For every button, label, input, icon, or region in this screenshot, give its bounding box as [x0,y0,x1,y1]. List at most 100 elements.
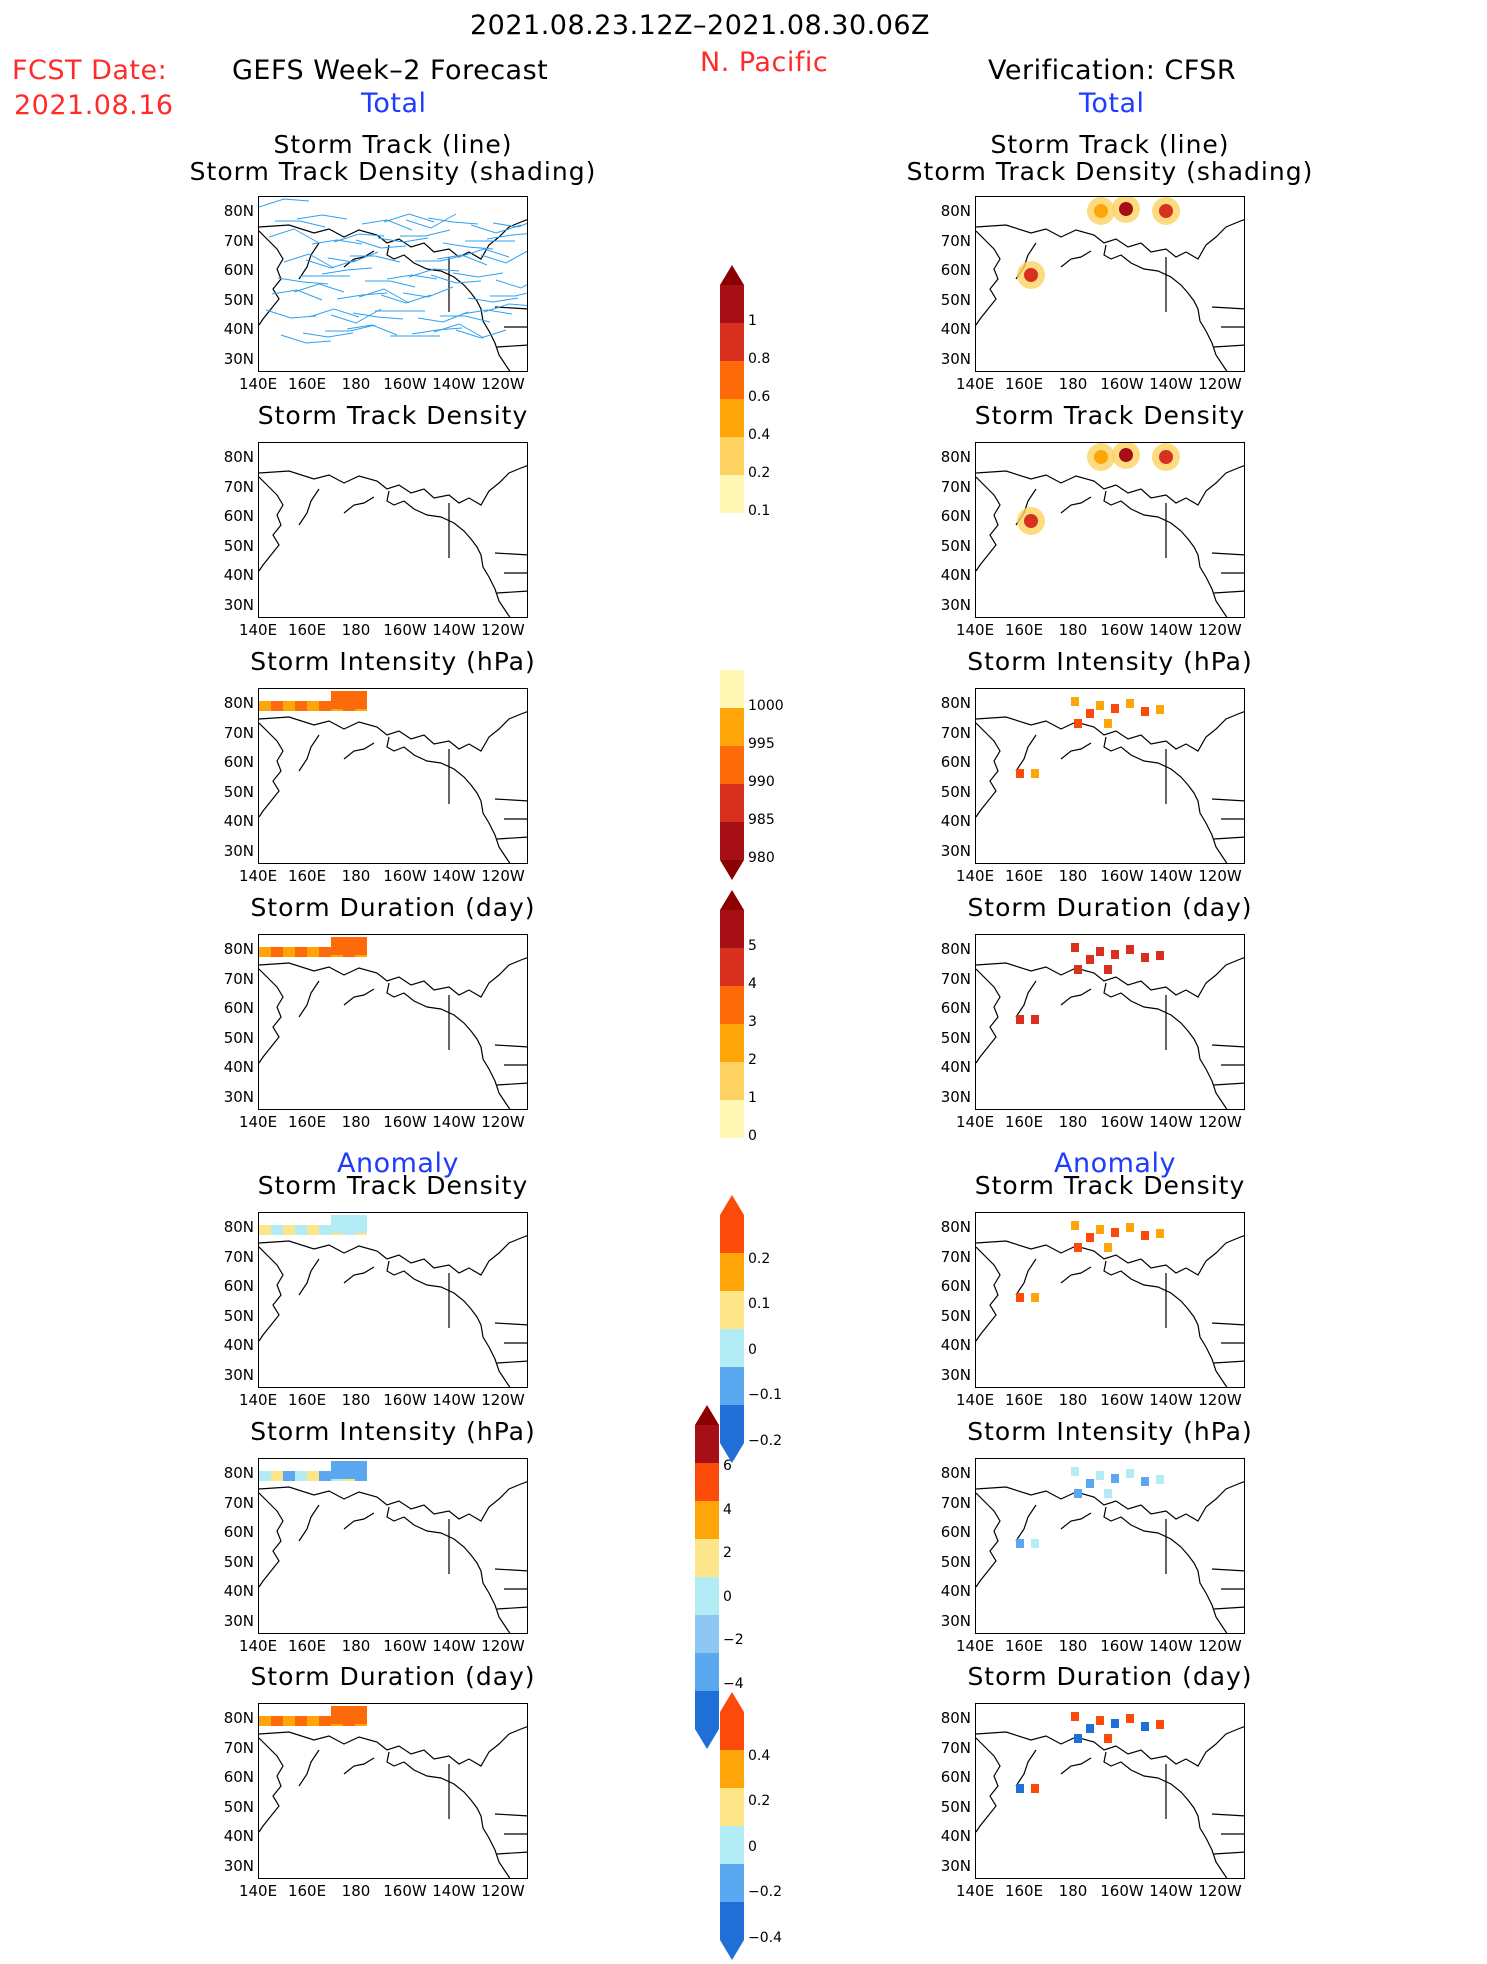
lon-tick-label: 180 [341,1113,371,1131]
lon-tick-label: 140E [238,867,278,885]
grid-cell [259,1716,271,1726]
lat-tick-label: 50N [223,536,254,555]
colorbar-label: 0.6 [748,389,771,405]
storm-track-line [400,229,451,237]
lat-tick-label: 80N [940,1464,971,1482]
panel-title-line: Storm Track Density [257,401,529,430]
colorbar-label: 2 [723,1545,732,1562]
grid-cell [1016,1293,1024,1302]
lat-tick-label: 30N [940,595,971,614]
storm-track-line [427,217,479,225]
storm-track-line [442,242,494,250]
grid-cell [1141,707,1149,716]
storm-track-line [268,228,320,244]
colorbar-segment [720,1712,744,1750]
grid-cell [1111,1719,1119,1728]
map-svg [259,1461,527,1633]
lon-tick-label: 180 [1058,1882,1088,1900]
storm-track-line [411,327,463,335]
panel-title-line: Storm Track Density (shading) [906,157,1314,186]
colorbar-segment [720,1253,744,1291]
grid-cell [295,947,307,957]
lat-tick-label: 30N [940,841,971,860]
storm-track-line [311,239,363,245]
lon-tick-label: 160W [1100,375,1144,393]
map-panel [975,1458,1245,1634]
colorbar-label: −0.1 [748,1387,782,1404]
coastline [976,1481,1244,1633]
lat-tick-label: 60N [940,1277,971,1295]
map-svg [976,443,1244,617]
colorbar-label: 0.2 [748,1793,771,1810]
colorbar-segment [720,1100,744,1138]
lon-tick-label: 160W [1100,1637,1144,1655]
lon-tick-label: 120W [481,1113,525,1131]
lon-tick-label: 160W [1100,1391,1144,1409]
grid-cell [1096,1716,1104,1725]
colorbar-label: 985 [748,812,775,828]
lat-tick-label: 80N [223,1218,254,1236]
storm-track-line [308,308,360,318]
grid-cell [1126,945,1134,954]
lon-tick-label: 180 [1058,1113,1088,1131]
lon-tick-label: 160W [1100,1113,1144,1131]
density-core [1094,204,1108,218]
colorbar-label: −0.4 [748,1930,782,1946]
coastline [259,957,527,1109]
lon-tick-label: 140W [432,1113,476,1131]
map-panel [258,688,528,864]
grid-cell [1104,1489,1112,1498]
lat-tick-label: 30N [223,595,254,614]
lat-tick-label: 40N [223,1058,254,1076]
grid-cell [1074,1734,1082,1743]
map-svg [259,1706,527,1878]
lon-tick-label: 140W [432,375,476,393]
grid-cell [283,701,295,711]
storm-track-line [415,254,466,262]
density-core [1094,450,1108,464]
map-svg [259,691,527,863]
storm-track-line [365,280,416,288]
colorbar-label: 0.1 [748,503,771,519]
grid-cell [319,701,331,711]
grid-cell [271,701,283,711]
grid-cell [1126,1223,1134,1232]
colorbar-svg [720,265,744,533]
colorbar-label: 2 [748,1052,757,1068]
lat-tick-label: 70N [223,231,254,250]
panel-title: Storm Track Density [890,402,1330,429]
map-panel [258,196,528,372]
map-svg [259,198,527,371]
colorbar-segment [720,822,744,860]
panel-title-line: Storm Track (line) [273,130,513,159]
lat-tick-label: 70N [223,1738,254,1757]
storm-track-line [358,288,410,304]
lon-tick-label: 180 [341,621,371,639]
grid-cell [1096,1471,1104,1480]
storm-track-line [302,332,354,338]
lat-tick-label: 30N [940,1365,971,1384]
lon-tick-label: 140W [1149,1391,1193,1409]
colorbar-label: 0.4 [748,1747,771,1764]
colorbar-segment [720,437,744,475]
colorbar-end [720,1940,744,1960]
lat-tick-label: 80N [223,448,254,466]
right-anomaly-label: Anomaly [1054,1148,1176,1179]
colorbar-segment [720,746,744,784]
lon-tick-label: 160W [383,375,427,393]
storm-track-line [330,308,382,324]
lon-tick-label: 180 [1058,867,1088,885]
lon-tick-label: 160E [1004,867,1044,885]
grid-cell [1104,1734,1112,1743]
colorbar-label: 980 [748,850,775,866]
lon-tick-label: 140E [955,1637,995,1655]
grid-cell [1031,1539,1039,1548]
map-panel [258,1458,528,1634]
colorbar-anom_duration [720,1692,744,1964]
colorbar-label: 5 [748,938,757,954]
lon-tick-label: 120W [481,1637,525,1655]
panel-title-line: Storm Intensity (hPa) [250,647,536,676]
storm-track-line [350,255,401,263]
lat-tick-label: 30N [223,349,254,368]
colorbar-label: 4 [723,1501,732,1518]
